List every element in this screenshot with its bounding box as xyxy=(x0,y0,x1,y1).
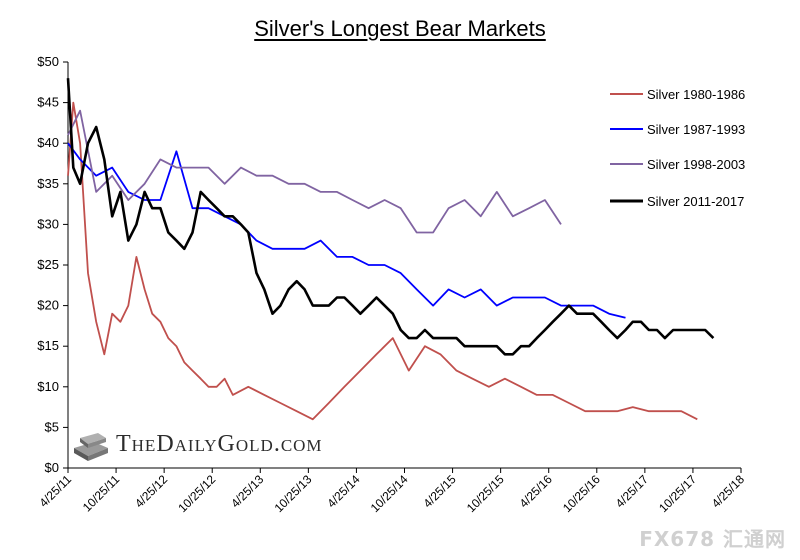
y-tick-label: $50 xyxy=(37,54,59,69)
x-tick-label: 4/25/12 xyxy=(132,472,170,510)
legend-label-1: Silver 1980-1986 xyxy=(647,87,745,102)
x-tick-label: 10/25/17 xyxy=(656,472,699,515)
y-tick-label: $20 xyxy=(37,298,59,313)
series-line-2 xyxy=(67,142,626,319)
legend-label-4: Silver 2011-2017 xyxy=(647,194,744,209)
gold-bar-logo-icon xyxy=(74,433,108,461)
series-line-1 xyxy=(67,101,698,421)
x-tick-label: 4/25/13 xyxy=(228,472,266,510)
x-tick-label: 10/25/13 xyxy=(272,472,315,515)
legend-label-2: Silver 1987-1993 xyxy=(647,122,745,137)
brand-text: TheDailyGold.com xyxy=(116,431,323,457)
y-tick-label: $15 xyxy=(37,338,59,353)
x-tick-label: 4/25/16 xyxy=(517,472,555,510)
y-tick-label: $10 xyxy=(37,379,59,394)
x-tick-label: 10/25/16 xyxy=(560,472,603,515)
x-tick-label: 4/25/15 xyxy=(420,472,458,510)
watermark-text: FX678 汇通网 xyxy=(639,527,786,551)
series-line-3 xyxy=(67,109,562,234)
x-tick-label: 4/25/11 xyxy=(37,472,75,510)
x-tick-label: 4/25/18 xyxy=(709,472,747,510)
series-line-4 xyxy=(66,78,715,356)
y-tick-label: $0 xyxy=(45,460,59,475)
x-tick-label: 10/25/15 xyxy=(464,472,507,515)
y-tick-label: $5 xyxy=(45,419,59,434)
x-tick-label: 10/25/12 xyxy=(175,472,218,515)
x-tick-label: 10/25/14 xyxy=(368,472,411,515)
y-tick-label: $35 xyxy=(37,176,59,191)
y-tick-label: $40 xyxy=(37,135,59,150)
y-tick-label: $25 xyxy=(37,257,59,272)
x-tick-label: 4/25/17 xyxy=(613,472,651,510)
series-layer xyxy=(66,78,715,421)
legend-label-3: Silver 1998-2003 xyxy=(647,157,745,172)
y-tick-label: $30 xyxy=(37,216,59,231)
y-tick-label: $45 xyxy=(37,95,59,110)
chart-title: Silver's Longest Bear Markets xyxy=(254,16,546,41)
chart-legend: Silver 1980-1986 Silver 1987-1993 Silver 1… xyxy=(610,87,745,209)
x-tick-label: 10/25/11 xyxy=(80,472,123,515)
x-tick-label: 4/25/14 xyxy=(324,472,362,510)
